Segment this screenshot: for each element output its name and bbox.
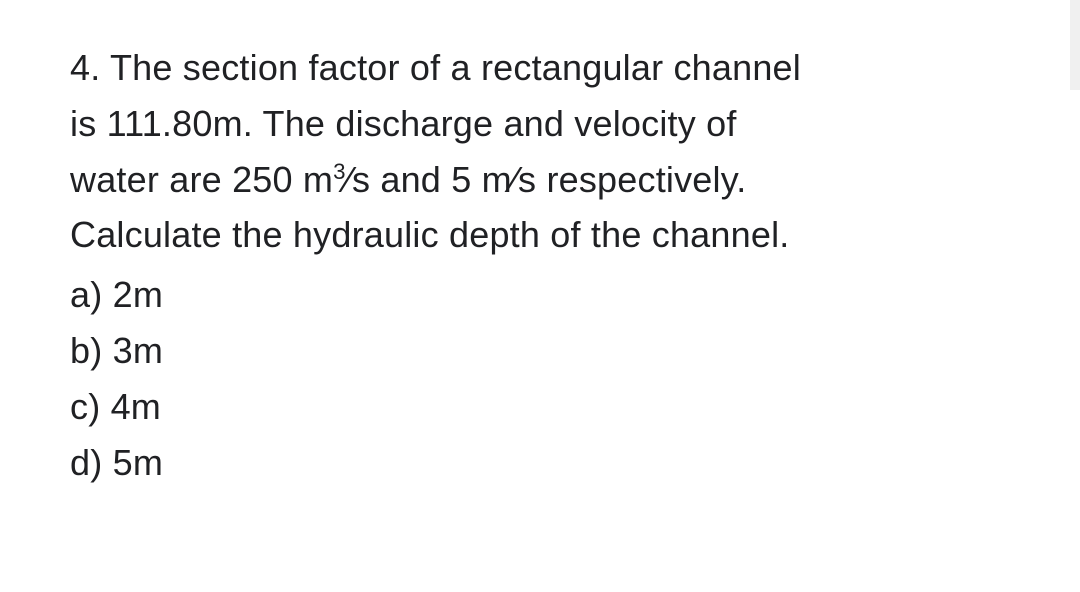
option-b[interactable]: b) 3m [70,323,1010,379]
options-group: a) 2m b) 3m c) 4m d) 5m [70,267,1010,490]
option-a[interactable]: a) 2m [70,267,1010,323]
question-line-3-post: ⁄s and 5 m⁄s respectively. [346,159,747,200]
superscript-3: 3 [333,159,346,184]
scrollbar-hint [1070,0,1080,90]
question-line-3-pre: water are 250 m [70,159,333,200]
question-page: 4. The section factor of a rectangular c… [0,0,1080,490]
question-line-3: water are 250 m3⁄s and 5 m⁄s respectivel… [70,152,1010,208]
question-line-1: 4. The section factor of a rectangular c… [70,40,1010,96]
option-d[interactable]: d) 5m [70,435,1010,491]
question-line-4: Calculate the hydraulic depth of the cha… [70,207,1010,263]
question-line-2: is 111.80m. The discharge and velocity o… [70,96,1010,152]
option-c[interactable]: c) 4m [70,379,1010,435]
